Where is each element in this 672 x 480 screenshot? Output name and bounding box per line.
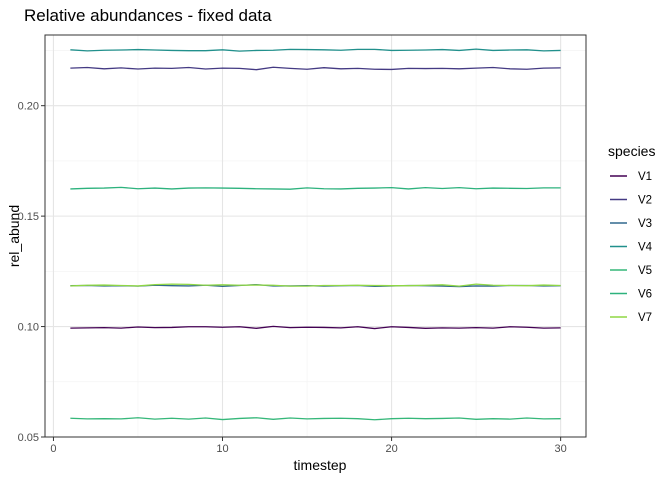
x-axis-title: timestep	[294, 457, 347, 473]
legend-label-v6: V6	[638, 289, 652, 301]
x-tick-label: 20	[385, 443, 397, 455]
y-tick-label: 0.10	[18, 322, 39, 334]
minor-grid	[45, 35, 586, 437]
legend-label-v2: V2	[638, 195, 652, 207]
plot-panel	[44, 34, 587, 438]
legend-label-v3: V3	[638, 218, 652, 230]
series-line-v1	[70, 325, 561, 330]
series-line-v4	[70, 48, 561, 52]
legend-label-v5: V5	[638, 265, 652, 277]
series-line-v6	[70, 186, 561, 190]
legend-title: species	[608, 143, 655, 159]
legend-label-v4: V4	[638, 242, 653, 254]
chart-title: Relative abundances - fixed data	[24, 6, 272, 25]
legend: species V1 V2 V3 V4 V5 V6 V7	[608, 143, 655, 324]
x-tick-label: 30	[555, 443, 567, 455]
legend-label-v7: V7	[638, 312, 652, 324]
series-line-v5	[70, 417, 561, 421]
x-tick-label: 0	[50, 443, 56, 455]
series-line-v2	[70, 66, 561, 71]
x-axis: 0 10 20 30	[50, 437, 567, 455]
series-line-v7	[70, 283, 561, 287]
y-axis-title: rel_abund	[6, 205, 22, 267]
y-tick-label: 0.20	[18, 101, 39, 113]
y-tick-label: 0.15	[18, 211, 39, 223]
y-axis: 0.05 0.10 0.15 0.20	[18, 101, 45, 444]
series-layer	[70, 48, 561, 421]
y-tick-label: 0.05	[18, 432, 39, 444]
legend-label-v1: V1	[638, 171, 652, 183]
x-tick-label: 10	[216, 443, 228, 455]
plot-panel-border	[44, 34, 587, 438]
